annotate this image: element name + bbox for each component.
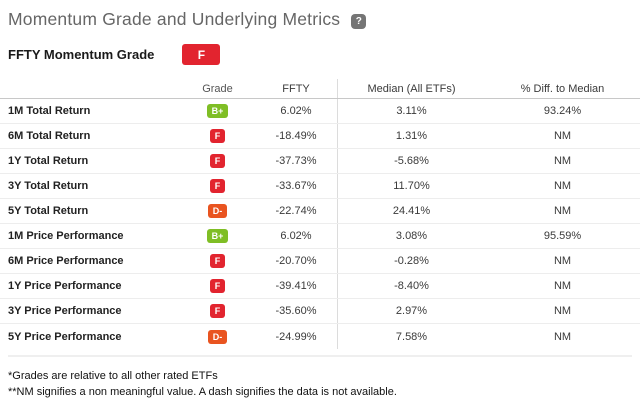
row-label: 5Y Price Performance	[8, 330, 122, 343]
median-value: 24.41%	[337, 199, 485, 223]
diff-value: NM	[553, 205, 572, 217]
grade-cell: D-	[180, 199, 255, 223]
ffty-value: 6.02%	[280, 105, 312, 117]
diff-value: NM	[553, 155, 572, 167]
grade-badge: D-	[207, 204, 228, 218]
table-row: 1Y Price Performance F -39.41% -8.40% NM	[0, 274, 640, 299]
median-value: 1.31%	[337, 124, 485, 148]
row-label: 1Y Price Performance	[8, 280, 122, 292]
median-value: -5.68%	[337, 149, 485, 173]
column-header-median: Median (All ETFs)	[337, 79, 485, 98]
median-value: -8.40%	[337, 274, 485, 298]
grade-cell: B+	[180, 99, 255, 123]
column-header-grade: Grade	[202, 82, 233, 95]
row-label: 5Y Total Return	[8, 205, 89, 217]
table-row: 6M Price Performance F -20.70% -0.28% NM	[0, 249, 640, 274]
diff-value: NM	[553, 130, 572, 142]
grade-badge: B+	[206, 104, 229, 118]
table-row: 5Y Total Return D- -22.74% 24.41% NM	[0, 199, 640, 224]
median-value: 7.58%	[337, 324, 485, 349]
table-header-row: Grade FFTY Median (All ETFs) % Diff. to …	[0, 79, 640, 99]
ffty-value: -35.60%	[275, 305, 317, 317]
grade-badge: F	[209, 254, 226, 268]
grade-badge: D-	[207, 329, 228, 344]
median-value: 3.08%	[337, 224, 485, 248]
diff-value: NM	[553, 180, 572, 192]
table-row: 1M Total Return B+ 6.02% 3.11% 93.24%	[0, 99, 640, 124]
grade-badge: B+	[206, 229, 229, 243]
diff-value: NM	[553, 280, 572, 292]
table-row: 3Y Total Return F -33.67% 11.70% NM	[0, 174, 640, 199]
table-row: 5Y Price Performance D- -24.99% 7.58% NM	[0, 324, 640, 349]
column-header-ffty: FFTY	[282, 82, 310, 95]
ffty-value: -18.49%	[275, 130, 317, 142]
median-value: 2.97%	[337, 299, 485, 323]
ffty-value: -20.70%	[275, 255, 317, 267]
grade-cell: D-	[180, 324, 255, 349]
median-value: 3.11%	[337, 99, 485, 123]
grade-cell: F	[180, 274, 255, 298]
widget-header: Momentum Grade and Underlying Metrics ?	[0, 0, 640, 30]
grade-cell: F	[180, 249, 255, 273]
table-row: 1Y Total Return F -37.73% -5.68% NM	[0, 149, 640, 174]
median-value: -0.28%	[337, 249, 485, 273]
section-divider	[8, 355, 632, 357]
table-row: 3Y Price Performance F -35.60% 2.97% NM	[0, 299, 640, 324]
ffty-value: -33.67%	[275, 180, 317, 192]
table-row: 1M Price Performance B+ 6.02% 3.08% 95.59%	[0, 224, 640, 249]
grade-cell: B+	[180, 224, 255, 248]
ffty-value: -37.73%	[275, 155, 317, 167]
table-body: 1M Total Return B+ 6.02% 3.11% 93.24% 6M Tota…	[0, 99, 640, 349]
row-label: 6M Total Return	[8, 130, 91, 142]
row-label: 3Y Price Performance	[8, 305, 122, 317]
diff-value: 95.59%	[543, 230, 582, 242]
table-row: 6M Total Return F -18.49% 1.31% NM	[0, 124, 640, 149]
ffty-value: -39.41%	[275, 280, 317, 292]
row-label: 1M Price Performance	[8, 230, 124, 242]
grade-cell: F	[180, 149, 255, 173]
ffty-value: -24.99%	[275, 330, 317, 343]
diff-value: NM	[553, 330, 572, 343]
median-value: 11.70%	[337, 174, 485, 198]
row-label: 3Y Total Return	[8, 180, 89, 192]
column-header-diff: % Diff. to Median	[520, 82, 605, 95]
footnote-nm: **NM signifies a non meaningful value. A…	[8, 385, 397, 398]
row-label: 1M Total Return	[8, 105, 91, 117]
metrics-table: Grade FFTY Median (All ETFs) % Diff. to …	[0, 79, 640, 349]
page-title: Momentum Grade and Underlying Metrics	[8, 9, 341, 29]
grade-badge: F	[209, 154, 226, 168]
grade-cell: F	[180, 174, 255, 198]
grade-cell: F	[180, 299, 255, 323]
footnote-grades: *Grades are relative to all other rated …	[8, 370, 218, 382]
ffty-value: -22.74%	[275, 205, 317, 217]
grade-badge: F	[209, 179, 226, 193]
grade-cell: F	[180, 124, 255, 148]
momentum-grade-label: FFTY Momentum Grade	[8, 47, 155, 62]
row-label: 1Y Total Return	[8, 155, 89, 167]
momentum-grade-badge: F	[182, 44, 221, 65]
row-label: 6M Price Performance	[8, 255, 124, 267]
diff-value: NM	[553, 305, 572, 317]
diff-value: NM	[553, 255, 572, 267]
grade-badge: F	[209, 279, 226, 293]
footnotes: *Grades are relative to all other rated …	[8, 369, 632, 400]
momentum-grade-summary: FFTY Momentum Grade F	[8, 44, 632, 65]
ffty-value: 6.02%	[280, 230, 312, 242]
column-header-blank	[0, 79, 180, 98]
diff-value: 93.24%	[543, 105, 582, 117]
grade-badge: F	[209, 304, 226, 318]
help-icon[interactable]: ?	[351, 13, 367, 29]
grade-badge: F	[209, 129, 226, 143]
